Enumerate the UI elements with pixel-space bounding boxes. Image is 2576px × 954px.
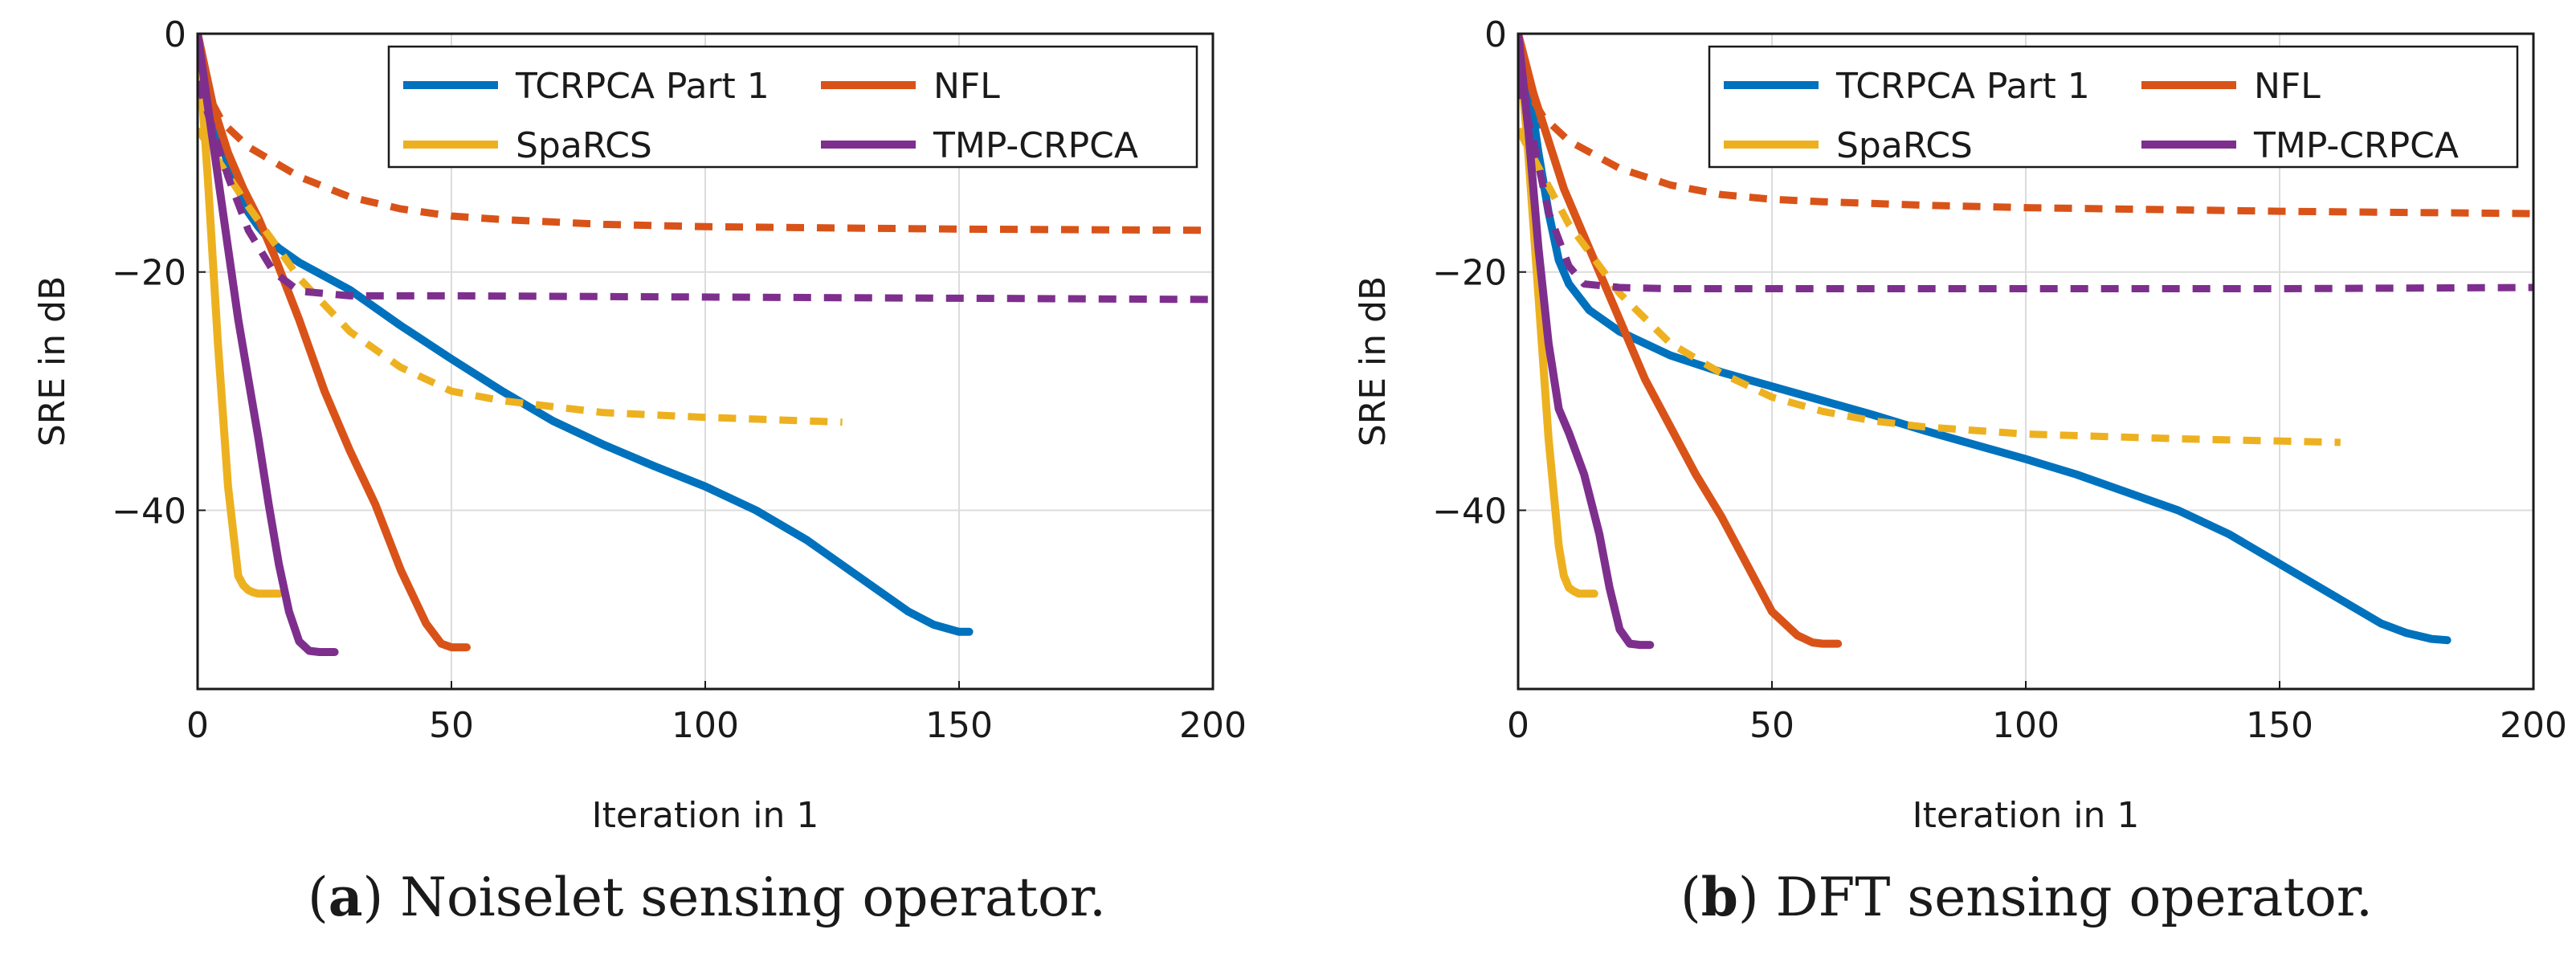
x-tick-label: 150: [925, 705, 993, 746]
panel-a: 0 50 100 150 200 0 −20 −40 Iteration in 1 SRE i…: [32, 14, 1247, 928]
y-tick-label: −40: [112, 491, 186, 532]
x-tick-label: 50: [1749, 705, 1794, 746]
caption-letter: b: [1701, 866, 1738, 928]
panel-caption: (b) DFT sensing operator.: [1680, 866, 2373, 928]
y-tick-label: 0: [164, 14, 186, 55]
caption-text: Noiselet sensing operator.: [383, 866, 1106, 928]
legend: TCRPCA Part 1 NFL SpaRCS TMP-CRPCA: [1708, 45, 2519, 169]
series-line-tmp-crpca-dashed: [1518, 80, 2533, 292]
legend-label-tmp-crpca: TMP-CRPCA: [933, 125, 1138, 166]
tick-labels: 0 50 100 150 200 0 −20 −40: [1432, 14, 2567, 746]
x-tick-label: 0: [1507, 705, 1529, 746]
x-axis-label: Iteration in 1: [592, 795, 819, 836]
legend-label-tmp-crpca: TMP-CRPCA: [2253, 125, 2459, 166]
y-axis-label: SRE in dB: [1353, 276, 1394, 447]
legend-label-nfl: NFL: [2254, 66, 2321, 107]
series-group: [198, 34, 1213, 656]
legend-label-tcrpca-part-1: TCRPCA Part 1: [1835, 66, 2090, 107]
y-axis-label: SRE in dB: [32, 276, 73, 447]
y-tick-label: −20: [112, 253, 186, 294]
x-tick-label: 50: [429, 705, 474, 746]
panel-b: 0 50 100 150 200 0 −20 −40 Iteration in 1 SRE i…: [1353, 14, 2567, 928]
y-tick-label: −20: [1432, 253, 1507, 294]
series-group: [1518, 34, 2533, 650]
series-line-sparcs-dashed: [198, 127, 843, 426]
legend-box: [1708, 45, 2519, 169]
x-tick-label: 100: [672, 705, 739, 746]
x-tick-label: 150: [2246, 705, 2313, 746]
caption-letter: a: [329, 866, 363, 928]
series-line-tmp-crpca: [1518, 34, 1655, 650]
series-line-sparcs: [198, 34, 284, 598]
x-tick-label: 100: [1992, 705, 2060, 746]
series-line-nfl-dashed: [1518, 73, 2533, 218]
panel-caption: (a) Noiselet sensing operator.: [308, 866, 1106, 928]
legend-label-sparcs: SpaRCS: [1836, 125, 1973, 166]
x-axis-label: Iteration in 1: [1913, 795, 2140, 836]
legend-label-nfl: NFL: [933, 66, 1000, 107]
tick-labels: 0 50 100 150 200 0 −20 −40: [112, 14, 1247, 746]
series-line-nfl-dashed: [198, 73, 1213, 234]
series-line-tcrpca-part-1: [1518, 34, 2451, 645]
legend-label-sparcs: SpaRCS: [516, 125, 652, 166]
y-tick-label: 0: [1484, 14, 1507, 55]
series-line-nfl: [1518, 34, 1843, 648]
caption-text: DFT sensing operator.: [1759, 866, 2373, 928]
legend: TCRPCA Part 1 NFL SpaRCS TMP-CRPCA: [387, 45, 1198, 169]
x-tick-label: 200: [2500, 705, 2567, 746]
y-tick-label: −40: [1432, 491, 1507, 532]
legend-label-tcrpca-part-1: TCRPCA Part 1: [515, 66, 770, 107]
legend-box: [387, 45, 1198, 169]
series-line-sparcs-dashed: [1518, 127, 2341, 446]
x-tick-label: 0: [186, 705, 209, 746]
series-line-nfl: [198, 34, 471, 652]
series-line-tmp-crpca: [198, 34, 339, 656]
x-tick-label: 200: [1179, 705, 1247, 746]
